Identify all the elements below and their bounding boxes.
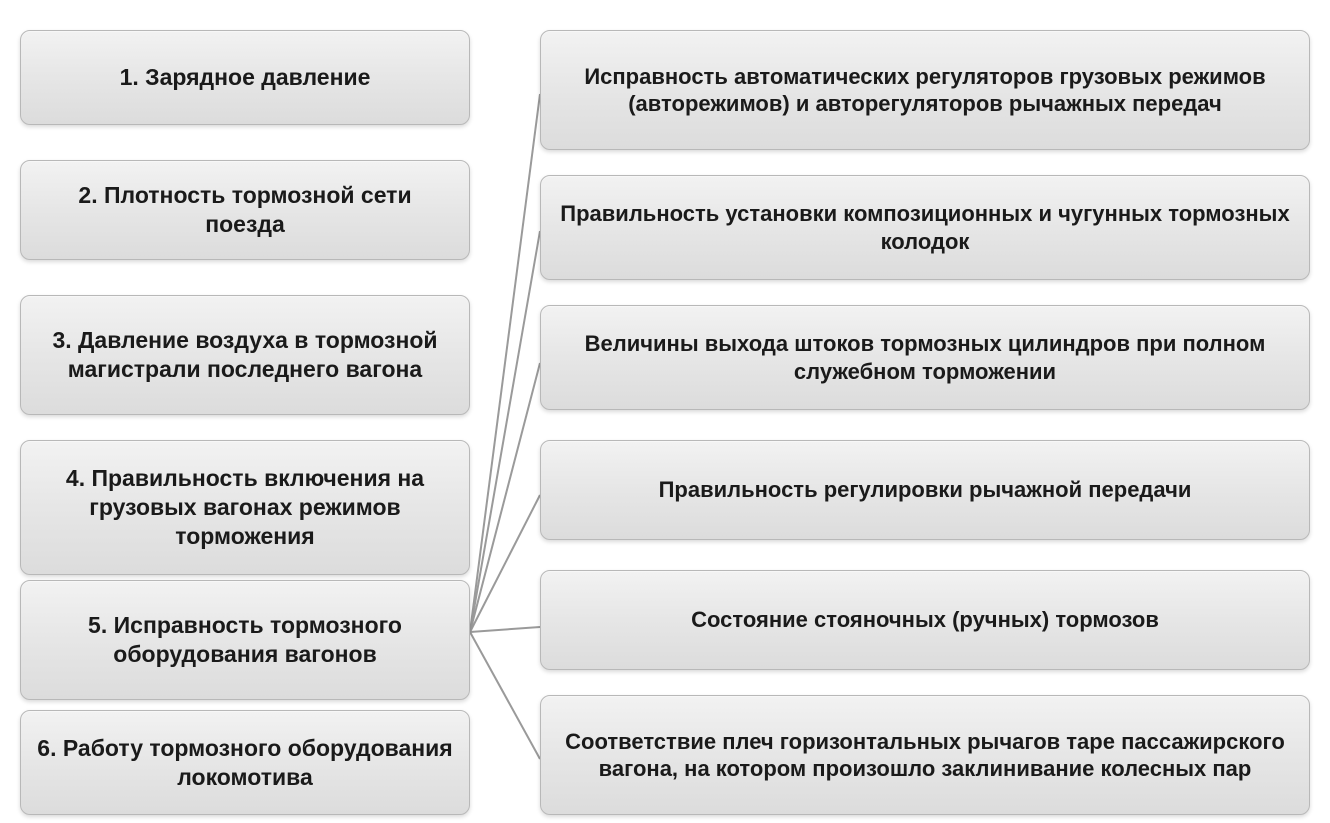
left-item-1-label: 1. Зарядное давление [120, 63, 371, 92]
left-item-2: 2. Плотность тормозной сети поезда [20, 160, 470, 260]
right-item-4-label: Правильность регулировки рычажной переда… [659, 476, 1192, 504]
right-item-2: Правильность установки композиционных и … [540, 175, 1310, 280]
right-item-6: Соответствие плеч горизонтальных рычагов… [540, 695, 1310, 815]
right-item-3-label: Величины выхода штоков тормозных цилиндр… [557, 330, 1293, 385]
left-item-5: 5. Исправность тормозного оборудования в… [20, 580, 470, 700]
right-item-6-label: Соответствие плеч горизонтальных рычагов… [557, 728, 1293, 783]
diagram-container: 1. Зарядное давление 2. Плотность тормоз… [0, 0, 1330, 823]
right-item-5: Состояние стояночных (ручных) тормозов [540, 570, 1310, 670]
left-item-1: 1. Зарядное давление [20, 30, 470, 125]
left-item-6: 6. Работу тормозного оборудования локомо… [20, 710, 470, 815]
left-item-5-label: 5. Исправность тормозного оборудования в… [37, 611, 453, 669]
right-item-4: Правильность регулировки рычажной переда… [540, 440, 1310, 540]
right-item-5-label: Состояние стояночных (ручных) тормозов [691, 606, 1159, 634]
right-item-2-label: Правильность установки композиционных и … [557, 200, 1293, 255]
right-item-3: Величины выхода штоков тормозных цилиндр… [540, 305, 1310, 410]
left-item-3-label: 3. Давление воздуха в тормозной магистра… [37, 326, 453, 384]
left-item-2-label: 2. Плотность тормозной сети поезда [37, 181, 453, 239]
left-item-4-label: 4. Правильность включения на грузовых ва… [37, 464, 453, 550]
left-item-4: 4. Правильность включения на грузовых ва… [20, 440, 470, 575]
right-item-1-label: Исправность автоматических регуляторов г… [557, 63, 1293, 118]
left-item-6-label: 6. Работу тормозного оборудования локомо… [37, 734, 453, 792]
right-item-1: Исправность автоматических регуляторов г… [540, 30, 1310, 150]
left-item-3: 3. Давление воздуха в тормозной магистра… [20, 295, 470, 415]
